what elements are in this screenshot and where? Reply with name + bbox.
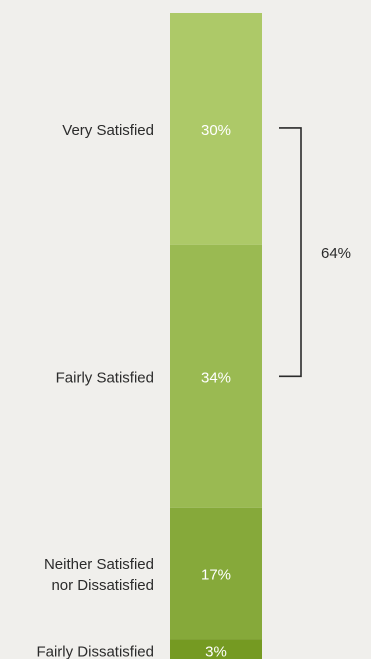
bar-segment-fairly-dissatisfied — [170, 639, 262, 659]
bracket-line — [279, 127, 302, 378]
category-label-fairly-dissatisfied: Fairly Dissatisfied — [36, 644, 154, 659]
value-label-very-satisfied: 30% — [201, 122, 231, 139]
bar-segment-fairly-satisfied — [170, 244, 262, 508]
value-label-fairly-satisfied: 34% — [201, 369, 231, 386]
labels-layer: 30% Very Satisfied 34% Fairly Satisfied 17% N… — [36, 122, 231, 659]
bars-layer — [170, 13, 262, 659]
bar-segment-neither-satisfied-nor-dissatisfied — [170, 507, 262, 640]
bracket-label: 64% — [321, 245, 351, 262]
bracket-layer: 64% — [279, 127, 351, 378]
category-label-fairly-satisfied: Fairly Satisfied — [56, 369, 154, 386]
category-label-neither-satisfied-nor-dissatisfied-line-2: nor Dissatisfied — [51, 577, 154, 594]
value-label-neither-satisfied-nor-dissatisfied: 17% — [201, 566, 231, 583]
value-label-fairly-dissatisfied: 3% — [205, 644, 227, 659]
bar-segment-very-satisfied — [170, 13, 262, 245]
category-label-very-satisfied: Very Satisfied — [62, 122, 154, 139]
category-label-neither-satisfied-nor-dissatisfied-line-1: Neither Satisfied — [44, 556, 154, 573]
